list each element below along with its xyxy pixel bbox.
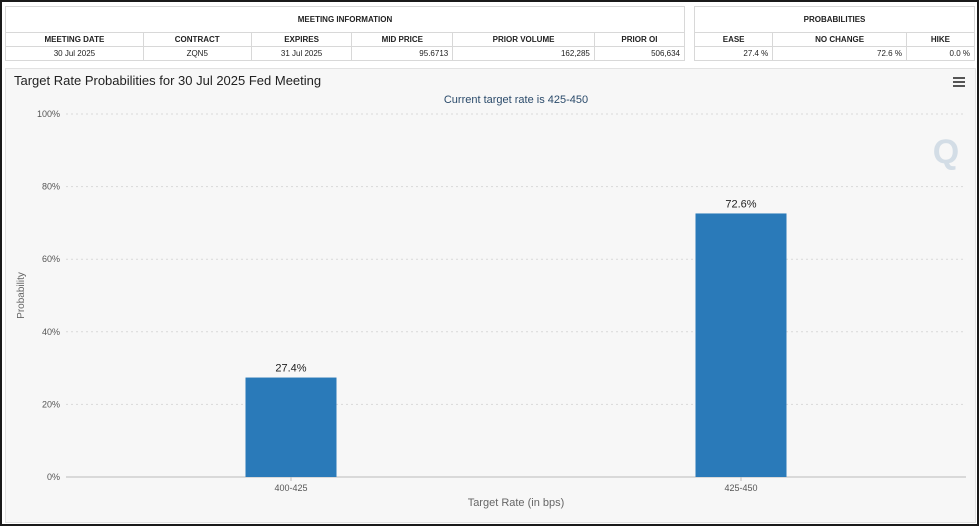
probabilities-table: PROBABILITIES EASE NO CHANGE HIKE 27.4 %… [693,6,976,61]
header-meeting-date: MEETING DATE [5,32,144,47]
value-no-change: 72.6 % [772,46,907,61]
x-tick-label: 425-450 [724,483,757,493]
header-hike: HIKE [905,32,976,47]
y-tick-label: 80% [42,182,60,192]
value-prior-oi: 506,634 [593,46,686,61]
header-prior-oi: PRIOR OI [593,32,686,47]
value-hike: 0.0 % [905,46,976,61]
meeting-information-table: MEETING INFORMATION MEETING DATE CONTRAC… [5,6,686,61]
y-axis-label: Probability [16,272,27,319]
header-expires: EXPIRES [250,32,353,47]
value-expires: 31 Jul 2025 [250,46,353,61]
y-tick-label: 0% [47,472,60,482]
header-prior-volume: PRIOR VOLUME [452,32,595,47]
header-ease: EASE [693,32,774,47]
value-contract: ZQN5 [142,46,252,61]
bar-400-425 [245,377,337,477]
value-prior-volume: 162,285 [452,46,595,61]
y-tick-label: 20% [42,399,60,409]
chart-subtitle: Current target rate is 425-450 [444,94,588,106]
data-label: 72.6% [725,198,756,210]
bar-425-450 [695,213,787,477]
value-ease: 27.4 % [693,46,774,61]
header-mid-price: MID PRICE [351,32,454,47]
hamburger-menu-icon[interactable] [953,77,965,87]
chart-panel: Target Rate Probabilities for 30 Jul 202… [5,68,976,523]
watermark-q-icon: Q [933,133,959,171]
probabilities-header: PROBABILITIES [694,6,975,33]
y-tick-label: 40% [42,327,60,337]
chart-title: Target Rate Probabilities for 30 Jul 202… [14,73,322,88]
header-no-change: NO CHANGE [772,32,907,47]
bar-chart: Current target rate is 425-450 Q 0% 20% 40% 6… [16,94,966,509]
value-mid-price: 95.6713 [351,46,454,61]
x-tick-label: 400-425 [274,483,307,493]
meeting-information-header: MEETING INFORMATION [5,6,685,33]
y-tick-label: 60% [42,254,60,264]
x-axis-label: Target Rate (in bps) [468,497,565,509]
data-label: 27.4% [275,363,306,375]
value-meeting-date: 30 Jul 2025 [5,46,144,61]
y-tick-label: 100% [37,109,60,119]
header-contract: CONTRACT [142,32,252,47]
